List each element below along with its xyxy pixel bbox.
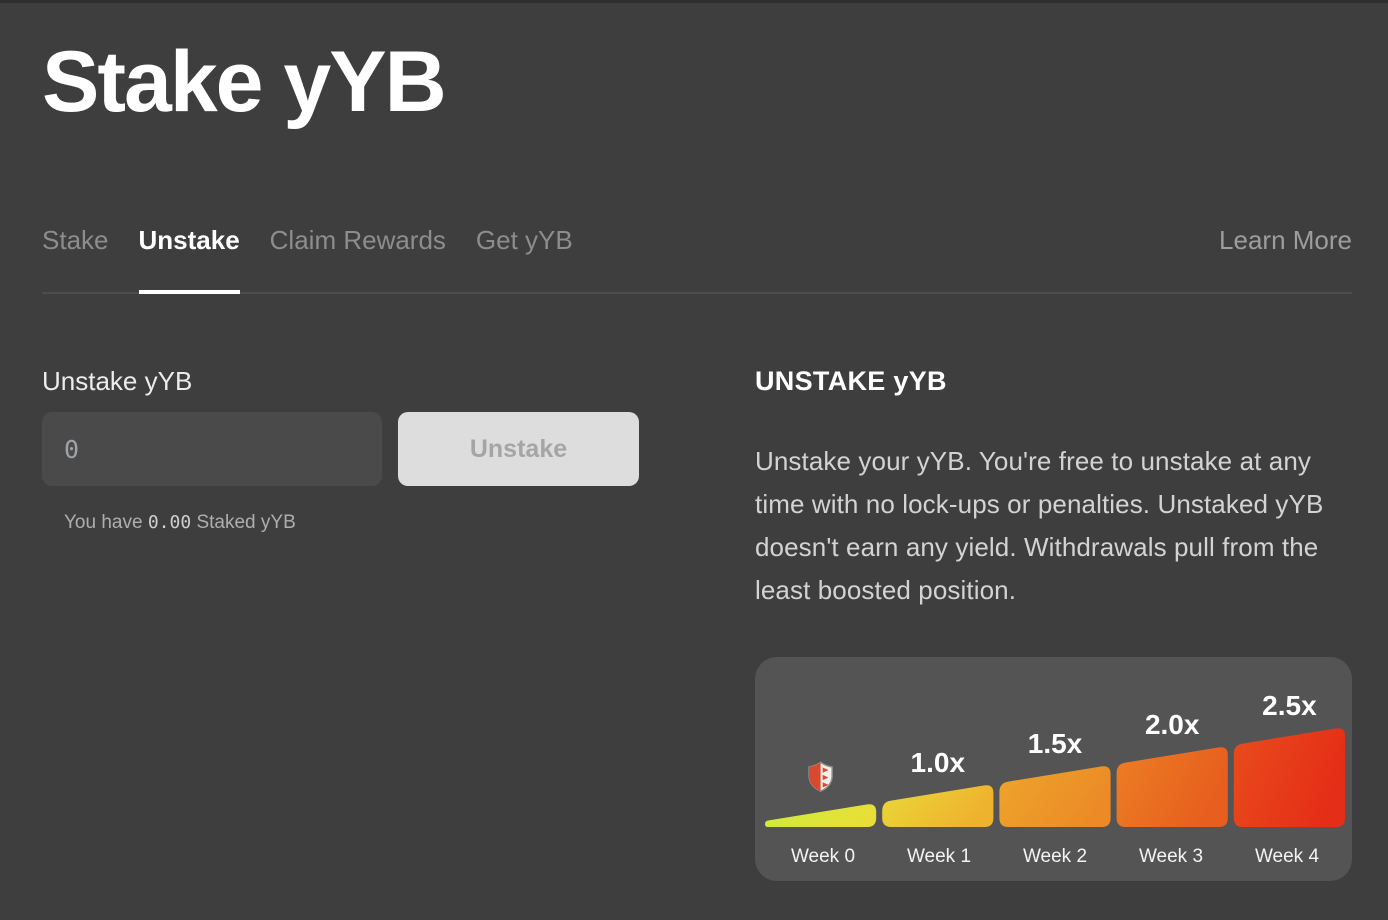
- balance-prefix: You have: [64, 512, 143, 534]
- balance-value: 0.00: [147, 512, 192, 534]
- tab-claim-rewards[interactable]: Claim Rewards: [269, 225, 446, 256]
- week-labels-row: Week 0 Week 1 Week 2 Week 3 Week 4: [765, 846, 1345, 868]
- unstake-button[interactable]: Unstake: [398, 412, 639, 487]
- boost-bar-week-0: [765, 804, 877, 828]
- week-label-2: Week 2: [1022, 846, 1088, 868]
- week-label-1: Week 1: [906, 846, 972, 868]
- tab-bar: Stake Unstake Claim Rewards Get yYB Learn Mo…: [42, 225, 1352, 295]
- week-label-3: Week 3: [1138, 846, 1204, 868]
- boost-bar-week-3: [1116, 747, 1228, 828]
- week-label-4: Week 4: [1254, 846, 1320, 868]
- boost-label-week-1: 1.0x: [911, 747, 966, 778]
- boost-chart: 1.0x 1.5x 2.0x 2.5x: [765, 690, 1345, 828]
- info-heading: UNSTAKE yYB: [755, 366, 947, 397]
- unstake-amount-input[interactable]: [42, 412, 382, 487]
- page-title: Stake yYB: [42, 34, 447, 130]
- balance-suffix: Staked yYB: [196, 512, 296, 534]
- unstake-form: Unstake yYB Unstake You have 0.00 Staked…: [42, 366, 755, 534]
- tab-unstake[interactable]: Unstake: [138, 225, 240, 295]
- learn-more-link[interactable]: Learn More: [1219, 225, 1352, 256]
- boost-bar-week-1: [882, 785, 994, 828]
- shield-icon: [808, 761, 833, 793]
- info-panel: UNSTAKE yYB Unstake your yYB. You're fre…: [755, 366, 1352, 882]
- staked-balance-text: You have 0.00 Staked yYB: [64, 512, 755, 534]
- stake-page: Stake yYB Stake Unstake Claim Rewards Get y…: [0, 34, 1388, 882]
- top-edge-strip: [0, 0, 1388, 3]
- boost-bar-week-2: [999, 766, 1111, 828]
- unstake-amount-label: Unstake yYB: [42, 366, 193, 397]
- boost-bar-week-4: [1233, 728, 1345, 828]
- boost-label-week-3: 2.0x: [1145, 709, 1200, 740]
- tab-stake[interactable]: Stake: [42, 225, 109, 256]
- boost-label-week-2: 1.5x: [1028, 728, 1083, 759]
- unstake-form-row: Unstake: [42, 412, 755, 487]
- info-body: Unstake your yYB. You're free to unstake…: [755, 446, 1324, 606]
- content-area: Unstake yYB Unstake You have 0.00 Staked…: [42, 366, 1352, 882]
- week-label-0: Week 0: [790, 846, 856, 868]
- tab-get-yyb[interactable]: Get yYB: [475, 225, 573, 256]
- boost-chart-card: 1.0x 1.5x 2.0x 2.5x Week 0 Week 1 Week 2 Week …: [755, 657, 1352, 882]
- boost-label-week-4: 2.5x: [1262, 690, 1317, 721]
